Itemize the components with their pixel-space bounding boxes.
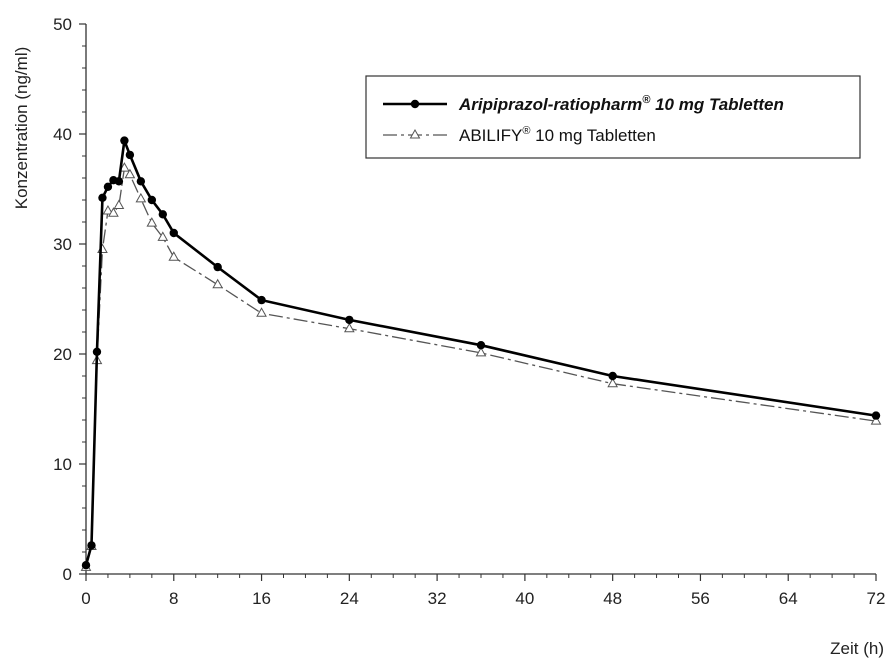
data-point [168,251,180,261]
data-point [213,262,222,272]
legend-label: ABILIFY® 10 mg Tabletten [459,125,656,145]
x-tick-label: 24 [340,589,359,608]
y-tick-label: 20 [53,345,72,364]
data-point [98,193,107,202]
x-tick-label: 8 [169,589,178,608]
data-point [476,341,486,350]
data-point [871,411,881,420]
data-point [343,322,355,333]
x-tick-label: 0 [81,589,90,608]
data-point [157,231,169,241]
data-point [92,347,102,356]
data-point [124,168,136,179]
data-point [870,415,882,425]
x-tick-label: 32 [428,589,447,608]
legend-marker [409,128,421,139]
y-tick-label: 0 [63,565,72,584]
data-point [81,561,91,570]
series-line [85,166,877,568]
data-point [607,377,619,388]
data-point [212,278,224,289]
data-point [108,207,119,217]
x-tick-label: 72 [867,589,886,608]
series-layer [80,136,882,571]
data-point [257,295,266,305]
data-point [345,315,354,325]
data-point [113,199,125,209]
legend-marker [410,99,420,109]
data-point [475,346,487,357]
data-point [256,307,267,317]
y-axis-ticks: 0 10 20 30 40 50 [53,15,86,584]
legend-item-1: ABILIFY® 10 mg Tabletten [383,125,656,145]
data-point [608,371,617,381]
y-tick-label: 30 [53,235,72,254]
series-1 [80,162,882,571]
data-point [103,182,113,191]
series-0 [81,136,881,570]
x-axis-title: Zeit (h) [830,639,884,658]
data-point [146,217,158,227]
legend-box [365,75,861,159]
x-tick-label: 64 [779,589,798,608]
data-point [114,177,124,186]
legend-item-0: Aripiprazol-ratiopharm® 10 mg Tabletten [383,94,784,114]
data-point [119,162,130,172]
data-point [169,228,178,238]
y-tick-label: 50 [53,15,72,34]
y-tick-label: 40 [53,125,72,144]
x-axis-ticks: 0 8 16 24 32 40 48 56 64 72 [81,574,885,608]
x-tick-label: 48 [603,589,622,608]
x-tick-label: 40 [515,589,534,608]
data-point [136,177,146,186]
data-point [135,192,147,203]
y-tick-label: 10 [53,455,72,474]
legend-label: Aripiprazol-ratiopharm® 10 mg Tabletten [458,94,784,114]
legend: Aripiprazol-ratiopharm® 10 mg Tabletten A… [365,75,861,159]
y-axis-title: Konzentration (ng/ml) [12,47,31,210]
data-point [102,204,114,215]
data-point [120,136,129,145]
data-point [125,150,135,160]
data-point [147,195,157,205]
x-tick-label: 16 [252,589,271,608]
data-point [87,541,96,550]
x-tick-label: 56 [691,589,710,608]
data-point [158,210,168,219]
